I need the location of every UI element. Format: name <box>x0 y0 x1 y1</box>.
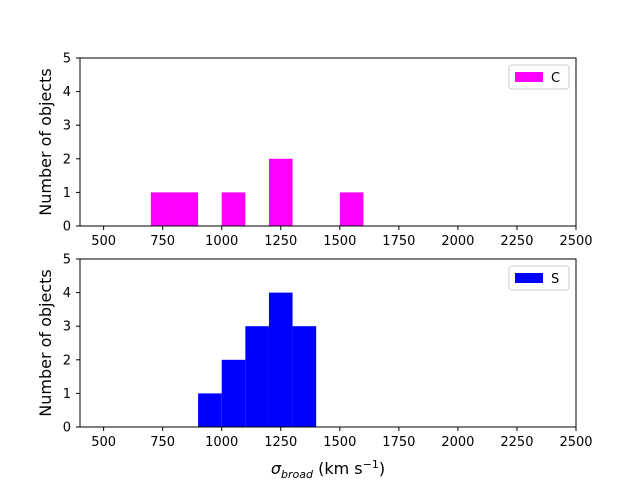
top-y-tick-label-0: 0 <box>63 220 71 235</box>
bottom-y-tick-label-4: 4 <box>63 286 71 301</box>
top-x-tick-label-1250: 1250 <box>264 234 297 249</box>
top-x-tick-label-1750: 1750 <box>382 234 415 249</box>
top-x-tick-label-1000: 1000 <box>205 234 238 249</box>
bottom-legend: S <box>508 265 570 291</box>
top-x-tick-label-2500: 2500 <box>559 234 592 249</box>
bottom-x-tick-label-500: 500 <box>91 435 116 450</box>
top-y-tick-label-2: 2 <box>63 152 71 167</box>
top-bar-1000-1100 <box>221 192 246 226</box>
bottom-bar-1300-1400 <box>292 326 317 427</box>
xlabel-unit-post: ) <box>379 459 385 478</box>
bottom-bar-1200-1300 <box>268 292 293 427</box>
bottom-x-ticks: 500 750 1000 1250 1500 1750 2000 2250 2500 <box>91 427 593 450</box>
bottom-x-tick-label-750: 750 <box>150 435 175 450</box>
bottom-y-tick-label-2: 2 <box>63 353 71 368</box>
top-y-tick-label-5: 5 <box>63 52 71 67</box>
top-histogram-panel: 500 750 1000 1250 1500 1750 2000 2250 2500 0 1 2 3 4… <box>36 52 593 250</box>
bottom-legend-swatch <box>515 273 543 283</box>
xlabel-unit-superscript: −1 <box>363 458 379 471</box>
bottom-bars <box>198 292 317 427</box>
bottom-x-tick-label-2250: 2250 <box>500 435 533 450</box>
bottom-y-tick-label-0: 0 <box>63 421 71 436</box>
bottom-x-tick-label-2000: 2000 <box>441 435 474 450</box>
bottom-histogram-panel: 500 750 1000 1250 1500 1750 2000 2250 2500 0 1 2 3 4… <box>36 253 593 480</box>
xlabel-subscript: broad <box>281 468 314 480</box>
top-y-axis-label: Number of objects <box>36 68 55 216</box>
bottom-bar-900-1000 <box>198 393 222 427</box>
xlabel-unit-pre: (km s <box>313 459 363 478</box>
bottom-y-axis-label: Number of objects <box>36 269 55 417</box>
bottom-y-tick-label-3: 3 <box>63 320 71 335</box>
top-legend: C <box>508 64 570 90</box>
top-bars <box>150 158 364 226</box>
bottom-bar-1000-1100 <box>221 359 246 427</box>
top-x-tick-label-750: 750 <box>150 234 175 249</box>
top-x-tick-label-1500: 1500 <box>323 234 356 249</box>
top-legend-swatch <box>515 72 543 82</box>
top-bar-1200-1300 <box>268 158 293 226</box>
top-y-tick-label-4: 4 <box>63 85 71 100</box>
bottom-y-tick-label-5: 5 <box>63 253 71 268</box>
bottom-legend-label: S <box>551 272 559 287</box>
top-y-tick-label-1: 1 <box>63 186 71 201</box>
top-x-ticks: 500 750 1000 1250 1500 1750 2000 2250 2500 <box>91 226 593 249</box>
top-x-tick-label-2000: 2000 <box>441 234 474 249</box>
bottom-bar-1100-1200 <box>245 326 269 427</box>
xlabel-sigma: σ <box>271 459 282 478</box>
bottom-axes-frame <box>79 258 577 428</box>
top-bar-800-900 <box>174 192 199 226</box>
bottom-x-tick-label-1500: 1500 <box>323 435 356 450</box>
bottom-x-axis-label: σbroad (km s−1) <box>271 458 385 480</box>
bottom-x-tick-label-1000: 1000 <box>205 435 238 450</box>
top-y-tick-label-3: 3 <box>63 119 71 134</box>
bottom-y-tick-label-1: 1 <box>63 387 71 402</box>
top-x-tick-label-500: 500 <box>91 234 116 249</box>
top-bar-1500-1600 <box>339 192 364 226</box>
top-x-tick-label-2250: 2250 <box>500 234 533 249</box>
top-bar-700-800 <box>150 192 175 226</box>
bottom-y-ticks: 0 1 2 3 4 5 <box>63 253 80 436</box>
top-axes-frame <box>79 57 577 227</box>
bottom-x-tick-label-1750: 1750 <box>382 435 415 450</box>
top-legend-label: C <box>551 71 560 86</box>
bottom-x-tick-label-1250: 1250 <box>264 435 297 450</box>
bottom-x-tick-label-2500: 2500 <box>559 435 592 450</box>
top-y-ticks: 0 1 2 3 4 5 <box>63 52 80 235</box>
